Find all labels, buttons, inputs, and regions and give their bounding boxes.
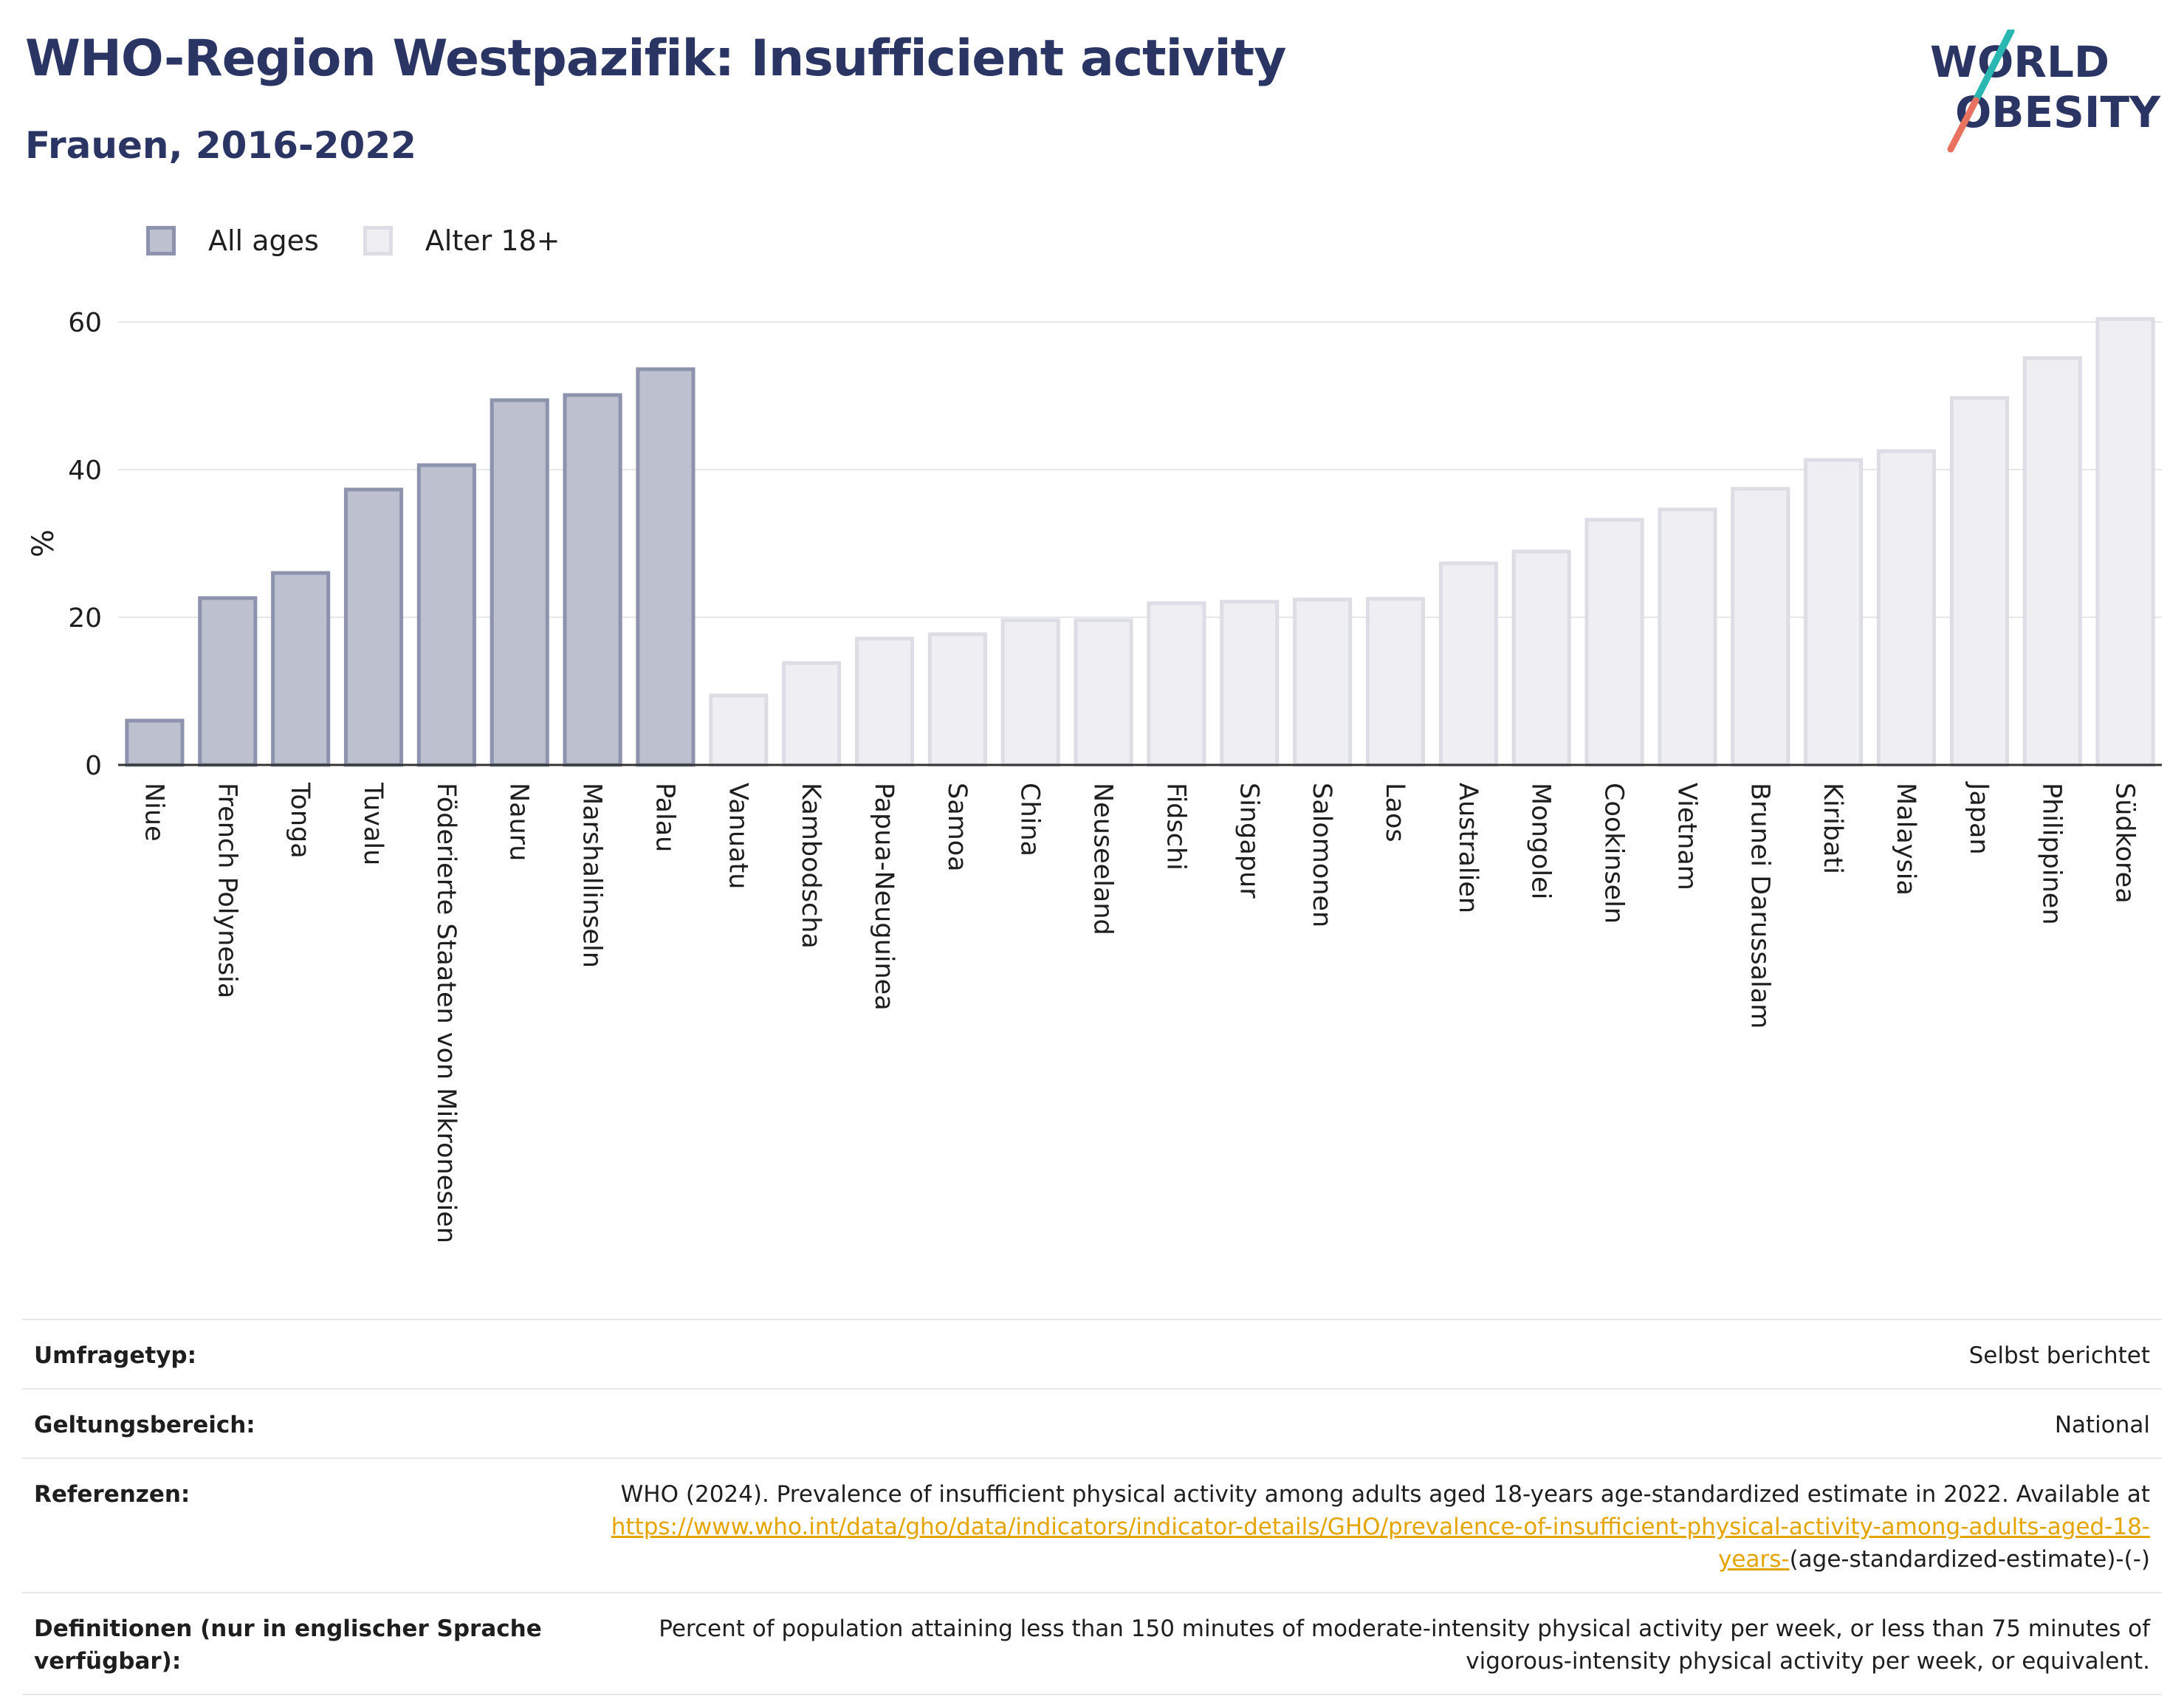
x-tick-label: Tonga bbox=[285, 782, 315, 859]
bar bbox=[1876, 449, 1937, 767]
info-table: Umfragetyp: Selbst berichtet Geltungsber… bbox=[22, 1319, 2162, 1695]
x-tick-label: French Polynesia bbox=[212, 783, 241, 998]
info-key-survey-type: Umfragetyp: bbox=[34, 1342, 196, 1369]
bar bbox=[1658, 507, 1717, 767]
x-tick-label: Japan bbox=[1964, 781, 1994, 855]
bar bbox=[782, 661, 842, 767]
bar bbox=[1804, 458, 1864, 767]
info-value-survey-type: Selbst berichtet bbox=[1968, 1342, 2150, 1369]
info-value-definitions: Percent of population attaining less tha… bbox=[659, 1616, 2150, 1675]
info-key-scope: Geltungsbereich: bbox=[34, 1412, 255, 1438]
legend-swatch-adults bbox=[363, 226, 393, 255]
info-key-references: Referenzen: bbox=[34, 1481, 190, 1508]
bar bbox=[1147, 601, 1206, 767]
bar bbox=[1074, 618, 1133, 767]
x-tick-label: Neuseeland bbox=[1088, 783, 1118, 935]
x-tick-label: China bbox=[1015, 783, 1045, 856]
y-tick-label: 40 bbox=[68, 456, 102, 486]
bar bbox=[2022, 356, 2082, 767]
x-tick-label: Philippinen bbox=[2037, 783, 2067, 925]
x-tick-label: Nauru bbox=[504, 783, 534, 861]
world-obesity-logo: WORLD OBESITY bbox=[1920, 26, 2171, 155]
bar bbox=[343, 487, 404, 767]
x-tick-label: Vanuatu bbox=[723, 783, 752, 889]
bar bbox=[1293, 597, 1353, 767]
bar bbox=[1511, 549, 1571, 767]
x-tick-label: Vietnam bbox=[1672, 783, 1701, 890]
legend-label-adults: Alter 18+ bbox=[425, 224, 560, 257]
x-tick-label: Samoa bbox=[942, 783, 972, 872]
bar bbox=[1000, 618, 1060, 767]
info-row-references: Referenzen: WHO (2024). Prevalence of in… bbox=[22, 1458, 2162, 1592]
x-tick-label: Salomonen bbox=[1307, 783, 1336, 927]
x-tick-label: Marshallinseln bbox=[577, 783, 607, 968]
legend-swatch-all-ages bbox=[146, 226, 176, 255]
x-tick-label: Brunei Darussalam bbox=[1745, 783, 1774, 1029]
bar bbox=[271, 571, 331, 767]
bar bbox=[2095, 317, 2155, 767]
bar bbox=[1731, 487, 1790, 767]
x-tick-label: Fidschi bbox=[1161, 783, 1190, 871]
info-key-definitions: Definitionen (nur in englischer Sprache … bbox=[34, 1616, 542, 1675]
bar bbox=[125, 718, 185, 767]
legend-label-all-ages: All ages bbox=[208, 224, 319, 257]
reference-suffix: (age-standardized-estimate)-(-) bbox=[1789, 1546, 2150, 1573]
bar bbox=[1438, 561, 1498, 767]
bar bbox=[1220, 600, 1280, 767]
x-tick-label: Malaysia bbox=[1891, 783, 1920, 896]
y-tick-label: 0 bbox=[85, 751, 102, 781]
bar bbox=[563, 393, 622, 767]
info-row-scope: Geltungsbereich: National bbox=[22, 1388, 2162, 1458]
bar bbox=[709, 693, 769, 767]
bar bbox=[1365, 597, 1426, 767]
y-axis-label: % bbox=[27, 529, 61, 557]
x-tick-label: Papua-Neuguinea bbox=[869, 783, 899, 1011]
x-tick-label: Laos bbox=[1380, 783, 1409, 842]
bar-chart: 0 20 40 60% Niue French Polynesia Tonga Tuvalu F… bbox=[27, 308, 2162, 1243]
x-tick-label: Australien bbox=[1453, 783, 1483, 913]
legend-item-all-ages[interactable]: All ages bbox=[146, 224, 319, 257]
x-tick-label: Palau bbox=[650, 783, 679, 852]
chart-legend: All ages Alter 18+ bbox=[146, 219, 605, 263]
y-tick-label: 20 bbox=[68, 603, 102, 634]
bar bbox=[1584, 518, 1644, 767]
logo-line1: WORLD bbox=[1930, 37, 2109, 87]
x-tick-label: Singapur bbox=[1234, 783, 1263, 899]
chart-subtitle: Frauen, 2016-2022 bbox=[25, 124, 416, 167]
info-row-survey-type: Umfragetyp: Selbst berichtet bbox=[22, 1319, 2162, 1388]
bar bbox=[854, 636, 915, 767]
x-tick-label: Föderierte Staaten von Mikronesien bbox=[431, 783, 461, 1243]
bar bbox=[1949, 396, 2009, 767]
reference-text: WHO (2024). Prevalence of insufficient p… bbox=[620, 1481, 2150, 1508]
x-tick-label: Niue bbox=[139, 783, 168, 842]
bar bbox=[490, 398, 549, 767]
bar bbox=[198, 596, 258, 767]
info-value-references: WHO (2024). Prevalence of insufficient p… bbox=[566, 1478, 2150, 1576]
legend-item-adults[interactable]: Alter 18+ bbox=[363, 224, 560, 257]
chart-title: WHO-Region Westpazifik: Insufficient act… bbox=[25, 30, 1286, 88]
y-tick-label: 60 bbox=[68, 308, 102, 338]
x-tick-label: Südkorea bbox=[2110, 783, 2140, 904]
bar bbox=[927, 632, 987, 767]
reference-link[interactable]: https://www.who.int/data/gho/data/indica… bbox=[611, 1514, 2150, 1573]
x-tick-label: Mongolei bbox=[1526, 783, 1556, 899]
x-tick-label: Cookinseln bbox=[1599, 783, 1629, 924]
x-tick-label: Kambodscha bbox=[796, 783, 825, 949]
info-value-scope: National bbox=[2054, 1412, 2150, 1438]
x-tick-label: Tuvalu bbox=[358, 782, 388, 865]
info-row-definitions: Definitionen (nur in englischer Sprache … bbox=[22, 1592, 2162, 1695]
bar bbox=[636, 367, 696, 767]
logo-line2: OBESITY bbox=[1955, 87, 2161, 137]
bar bbox=[416, 463, 476, 767]
x-tick-label: Kiribati bbox=[1818, 783, 1847, 874]
